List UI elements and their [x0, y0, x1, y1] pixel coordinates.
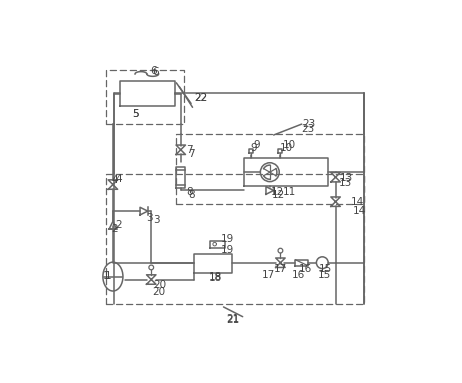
Text: 14: 14	[353, 206, 366, 216]
Text: 20: 20	[153, 287, 166, 297]
Text: 20: 20	[153, 280, 167, 290]
Text: 11: 11	[282, 187, 296, 197]
Text: 6: 6	[150, 66, 157, 76]
Text: 16: 16	[292, 270, 304, 280]
Text: 23: 23	[302, 119, 316, 129]
Text: 7: 7	[186, 145, 193, 155]
Text: 9: 9	[250, 143, 257, 153]
Text: 19: 19	[221, 245, 234, 255]
Text: 12: 12	[271, 187, 284, 197]
Text: 8: 8	[186, 187, 193, 197]
Text: 15: 15	[319, 264, 332, 274]
Text: 5: 5	[132, 109, 139, 119]
Text: 21: 21	[226, 314, 240, 324]
Text: 10: 10	[280, 143, 292, 153]
Text: 13: 13	[340, 173, 353, 183]
Text: 4: 4	[111, 175, 118, 185]
Text: 8: 8	[188, 190, 195, 200]
Text: 19: 19	[220, 234, 234, 244]
Text: 17: 17	[262, 270, 275, 280]
Text: 2: 2	[116, 220, 122, 230]
Text: 18: 18	[209, 273, 222, 283]
Text: 22: 22	[194, 93, 207, 103]
Text: 7: 7	[188, 149, 195, 159]
Text: 10: 10	[282, 140, 296, 150]
Text: 23: 23	[302, 124, 315, 134]
Text: 5: 5	[132, 109, 138, 119]
Text: 3: 3	[146, 213, 152, 223]
Text: 22: 22	[194, 93, 207, 103]
Text: 2: 2	[111, 224, 118, 234]
Text: 6: 6	[153, 67, 159, 77]
Text: 17: 17	[274, 264, 287, 274]
Text: 4: 4	[116, 174, 122, 184]
Text: 3: 3	[153, 215, 159, 225]
Text: 18: 18	[209, 272, 222, 283]
Text: 16: 16	[299, 264, 312, 274]
Text: 21: 21	[226, 315, 240, 325]
Text: 15: 15	[318, 270, 331, 280]
Text: 1: 1	[103, 271, 109, 281]
Text: 9: 9	[253, 140, 260, 150]
Text: 13: 13	[339, 178, 352, 188]
Text: 1: 1	[105, 271, 112, 281]
Text: 14: 14	[350, 197, 364, 207]
Text: 12: 12	[272, 190, 285, 200]
